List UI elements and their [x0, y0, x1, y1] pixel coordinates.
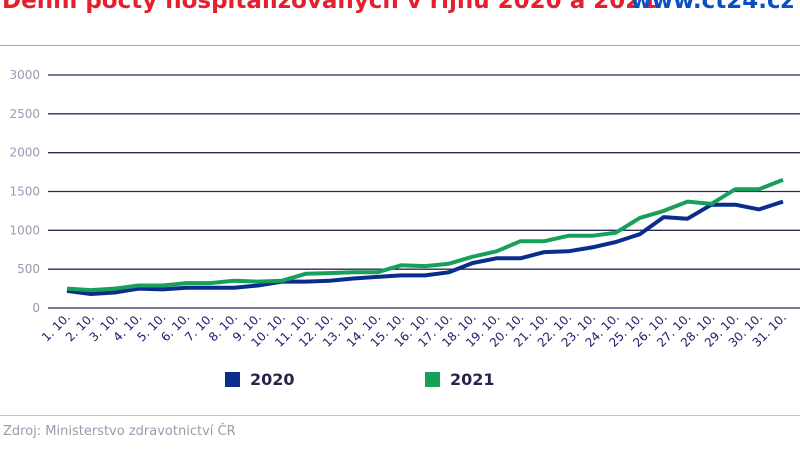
- series-line-2020: [66, 199, 784, 296]
- legend-swatch-2021: [425, 372, 440, 387]
- legend-label-2020: 2020: [250, 370, 295, 389]
- header-divider: [0, 45, 800, 46]
- y-tick-label: 2000: [9, 146, 40, 160]
- y-tick-label: 500: [17, 262, 40, 276]
- y-tick-label: 1000: [9, 223, 40, 237]
- y-tick-label: 3000: [9, 68, 40, 82]
- y-tick-label: 2500: [9, 107, 40, 121]
- brand-link[interactable]: www.ct24.cz: [630, 0, 794, 14]
- legend-swatch-2020: [225, 372, 240, 387]
- chart-title: Denní počty hospitalizovaných v říjnu 20…: [2, 0, 658, 14]
- source-note: Zdroj: Ministerstvo zdravotnictví ČR: [3, 424, 236, 439]
- footer-divider: [0, 415, 800, 416]
- legend-item-2020: 2020: [225, 370, 295, 389]
- legend-label-2021: 2021: [450, 370, 495, 389]
- legend-item-2021: 2021: [425, 370, 495, 389]
- y-tick-label: 0: [32, 301, 40, 315]
- y-tick-label: 1500: [9, 185, 40, 199]
